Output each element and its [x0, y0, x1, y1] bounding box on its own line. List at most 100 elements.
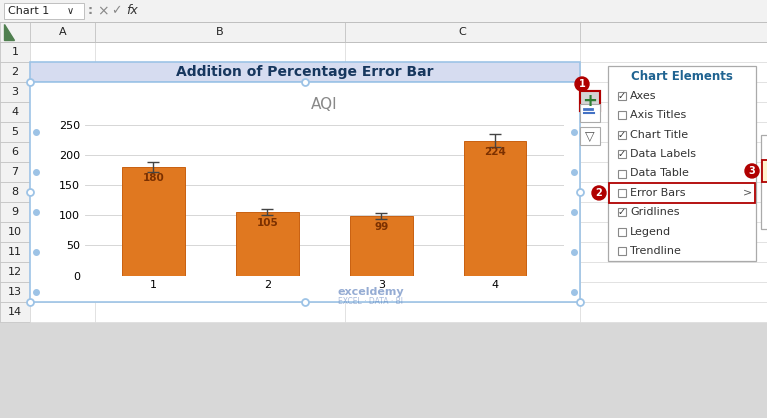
Bar [762, 160, 767, 182]
Bar [345, 82, 580, 102]
Text: 180: 180 [143, 173, 164, 183]
Text: 14: 14 [8, 307, 22, 317]
Text: 105: 105 [256, 218, 278, 228]
Text: Trendline: Trendline [630, 246, 681, 256]
Text: Axes: Axes [630, 91, 657, 101]
Text: Addition of Percentage Error Bar: Addition of Percentage Error Bar [176, 65, 434, 79]
Bar [0, 122, 30, 142]
Bar [95, 102, 345, 122]
Bar [0, 22, 767, 42]
Bar [580, 142, 767, 162]
Bar [0, 22, 30, 42]
Bar [0, 42, 30, 62]
Text: EXCEL · DATA · BI: EXCEL · DATA · BI [338, 298, 403, 306]
Bar [580, 102, 767, 122]
Bar [30, 242, 95, 262]
Bar [345, 42, 580, 62]
Text: 11: 11 [8, 247, 22, 257]
Bar [95, 142, 345, 162]
Text: ×: × [97, 4, 109, 18]
Bar [580, 162, 767, 182]
Bar [95, 182, 345, 202]
Polygon shape [4, 24, 14, 40]
Bar [30, 82, 580, 302]
Text: 2: 2 [12, 67, 18, 77]
Bar [236, 212, 298, 275]
Bar [0, 302, 30, 322]
Bar [345, 242, 580, 262]
Bar [580, 42, 767, 62]
Bar [608, 66, 756, 261]
Bar [580, 282, 767, 302]
Bar [345, 142, 580, 162]
Bar [0, 242, 30, 262]
Bar [4, 3, 84, 19]
Bar [95, 22, 345, 42]
Bar [30, 302, 95, 322]
Text: +: + [582, 92, 597, 110]
Text: ∨: ∨ [67, 6, 74, 16]
Bar [618, 92, 626, 100]
Text: Chart Elements: Chart Elements [631, 71, 733, 84]
Text: 4: 4 [12, 107, 18, 117]
Bar [95, 222, 345, 242]
Bar [345, 182, 580, 202]
Text: 12: 12 [8, 267, 22, 277]
Bar [0, 222, 30, 242]
Text: ✓: ✓ [618, 91, 626, 101]
Text: exceldemy: exceldemy [337, 287, 404, 297]
Bar [618, 150, 626, 158]
Bar [345, 162, 580, 182]
Bar [95, 242, 345, 262]
Text: 10: 10 [8, 227, 22, 237]
Bar [618, 209, 626, 217]
Text: 7: 7 [12, 167, 18, 177]
Bar [30, 62, 580, 82]
Bar [580, 222, 767, 242]
Bar [30, 102, 95, 122]
Bar [618, 130, 626, 139]
Bar [0, 182, 30, 202]
Text: 5: 5 [12, 127, 18, 137]
Bar [95, 42, 345, 62]
Bar [95, 202, 345, 222]
Text: 1: 1 [578, 79, 585, 89]
Text: 1: 1 [12, 47, 18, 57]
Bar [30, 222, 95, 242]
Bar [580, 91, 600, 111]
Text: Axis Titles: Axis Titles [630, 110, 686, 120]
Bar [345, 62, 580, 82]
Bar [580, 127, 600, 145]
Bar [345, 102, 580, 122]
Text: ▽: ▽ [585, 130, 595, 143]
Bar [0, 82, 30, 102]
Bar [30, 142, 95, 162]
Bar [0, 102, 30, 122]
Text: 224: 224 [484, 147, 506, 157]
Bar [580, 262, 767, 282]
Bar [95, 62, 345, 82]
Text: fx: fx [126, 5, 138, 18]
Circle shape [745, 164, 759, 178]
Text: 9: 9 [12, 207, 18, 217]
Text: 2: 2 [596, 188, 602, 198]
Bar [0, 62, 30, 82]
Text: 99: 99 [374, 222, 388, 232]
Bar [580, 104, 600, 122]
Bar [580, 242, 767, 262]
Text: 3: 3 [12, 87, 18, 97]
Bar [30, 22, 95, 42]
Bar [609, 183, 755, 203]
Text: ✓: ✓ [618, 207, 626, 217]
Bar [30, 282, 95, 302]
Bar [609, 86, 755, 105]
Bar [30, 82, 95, 102]
Bar [0, 0, 767, 22]
Bar [345, 222, 580, 242]
Bar [580, 202, 767, 222]
Text: B: B [216, 27, 224, 37]
Circle shape [575, 77, 589, 91]
Bar [580, 182, 767, 202]
Bar [0, 282, 30, 302]
Bar [0, 202, 30, 222]
